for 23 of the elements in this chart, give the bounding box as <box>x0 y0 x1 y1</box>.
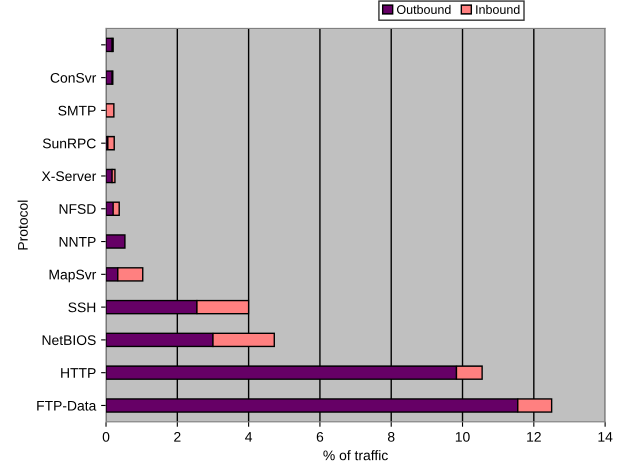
y-tick-label: HTTP <box>61 368 96 378</box>
x-tick-label: 8 <box>388 432 394 442</box>
y-tick-label: NetBIOS <box>42 335 96 346</box>
x-tick-label: 2 <box>174 432 180 442</box>
y-tick-label: ConSvr <box>50 72 96 83</box>
x-tick-label: 4 <box>245 432 252 442</box>
legend-label: Inbound <box>476 4 520 14</box>
y-tick-label: FTP-Data <box>37 400 96 411</box>
y-tick-label: MapSvr <box>50 270 96 282</box>
y-axis-title: Protocol <box>18 200 28 250</box>
y-tick-label: SMTP <box>58 106 96 116</box>
y-tick-label: SunRPC <box>42 138 96 148</box>
x-tick-label: 0 <box>102 432 110 442</box>
x-tick-label: 14 <box>598 432 612 442</box>
y-tick-label: SSH <box>68 302 96 312</box>
x-tick-label: 12 <box>527 432 541 442</box>
x-tick-label: 10 <box>456 432 470 442</box>
x-axis-title: % of traffic <box>323 450 388 460</box>
legend-label: Outbound <box>397 4 451 14</box>
y-tick-label: X-Server <box>42 171 96 182</box>
y-tick-label: NFSD <box>60 204 96 214</box>
x-tick-label: 6 <box>316 432 324 442</box>
y-tick-label: NNTP <box>60 237 96 247</box>
